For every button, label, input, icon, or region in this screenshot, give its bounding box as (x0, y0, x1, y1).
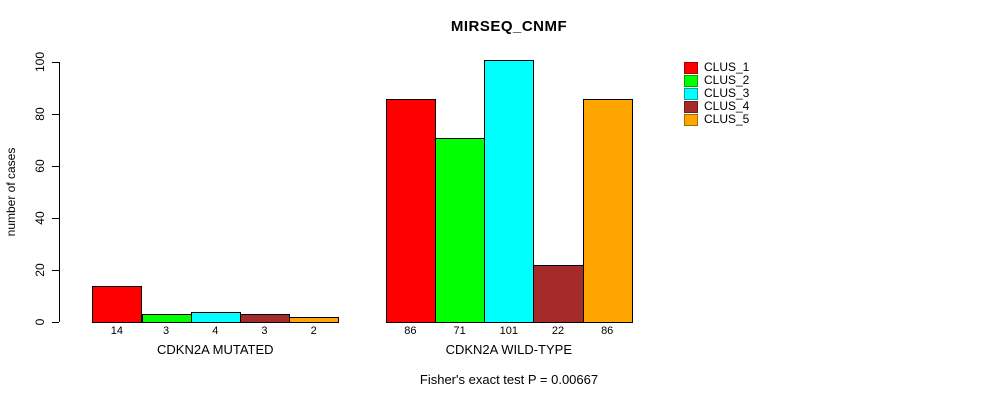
legend-swatch (684, 100, 698, 113)
y-tick-label: 40 (33, 211, 47, 225)
fisher-test-annotation: Fisher's exact test P = 0.00667 (419, 372, 599, 387)
bar-value-label: 4 (212, 325, 219, 337)
legend-swatch (684, 113, 698, 126)
chart-title: MIRSEQ_CNMF (450, 18, 568, 35)
y-tick-label: 100 (33, 52, 47, 73)
group-label: CDKN2A MUTATED (157, 342, 274, 357)
bar-value-label: 3 (261, 325, 268, 337)
bar-value-label: 86 (404, 325, 417, 337)
legend-label: CLUS_5 (704, 112, 750, 126)
bar-clus_1 (385, 98, 436, 323)
legend-swatch (684, 74, 698, 87)
bar-value-label: 71 (453, 325, 466, 337)
bar-clus_5 (289, 316, 340, 323)
legend-swatch (684, 61, 698, 74)
legend-item-clus_1: CLUS_1 (684, 61, 749, 74)
y-tick-label: 0 (33, 318, 47, 326)
y-tick-mark (52, 113, 59, 115)
bar-value-label: 2 (310, 325, 317, 337)
legend-item-clus_4: CLUS_4 (684, 100, 749, 113)
y-tick-mark (52, 61, 59, 63)
y-tick-mark (52, 321, 59, 323)
bar-clus_4 (533, 264, 584, 323)
y-tick-label: 80 (33, 107, 47, 121)
bar-value-label: 101 (499, 325, 518, 337)
bar-value-label: 3 (163, 325, 170, 337)
legend-swatch (684, 87, 698, 100)
y-axis-label: number of cases (4, 147, 18, 237)
y-tick-label: 20 (33, 263, 47, 277)
legend: CLUS_1 CLUS_2 CLUS_3 CLUS_4 CLUS_5 (684, 61, 749, 126)
legend-label: CLUS_1 (704, 60, 750, 74)
y-tick-mark (52, 165, 59, 167)
legend-item-clus_3: CLUS_3 (684, 87, 749, 100)
legend-label: CLUS_2 (704, 73, 750, 87)
bar-clus_1 (92, 285, 143, 323)
group-label: CDKN2A WILD-TYPE (445, 342, 572, 357)
legend-label: CLUS_3 (704, 86, 750, 100)
legend-item-clus_5: CLUS_5 (684, 113, 749, 126)
y-tick-label: 60 (33, 159, 47, 173)
y-axis-line (59, 62, 60, 322)
bar-value-label: 14 (110, 325, 124, 337)
bar-value-label: 86 (601, 325, 614, 337)
legend-label: CLUS_4 (704, 99, 750, 113)
bar-clus_3 (190, 311, 241, 323)
bar-value-label: 22 (551, 325, 565, 337)
y-tick-mark (52, 217, 59, 219)
bar-clus_3 (484, 59, 535, 323)
legend-item-clus_2: CLUS_2 (684, 74, 749, 87)
bar-clus_4 (239, 314, 291, 323)
bar-clus_2 (435, 137, 486, 323)
bar-clus_2 (141, 314, 192, 323)
bar-clus_5 (582, 98, 633, 323)
y-tick-mark (52, 269, 59, 271)
